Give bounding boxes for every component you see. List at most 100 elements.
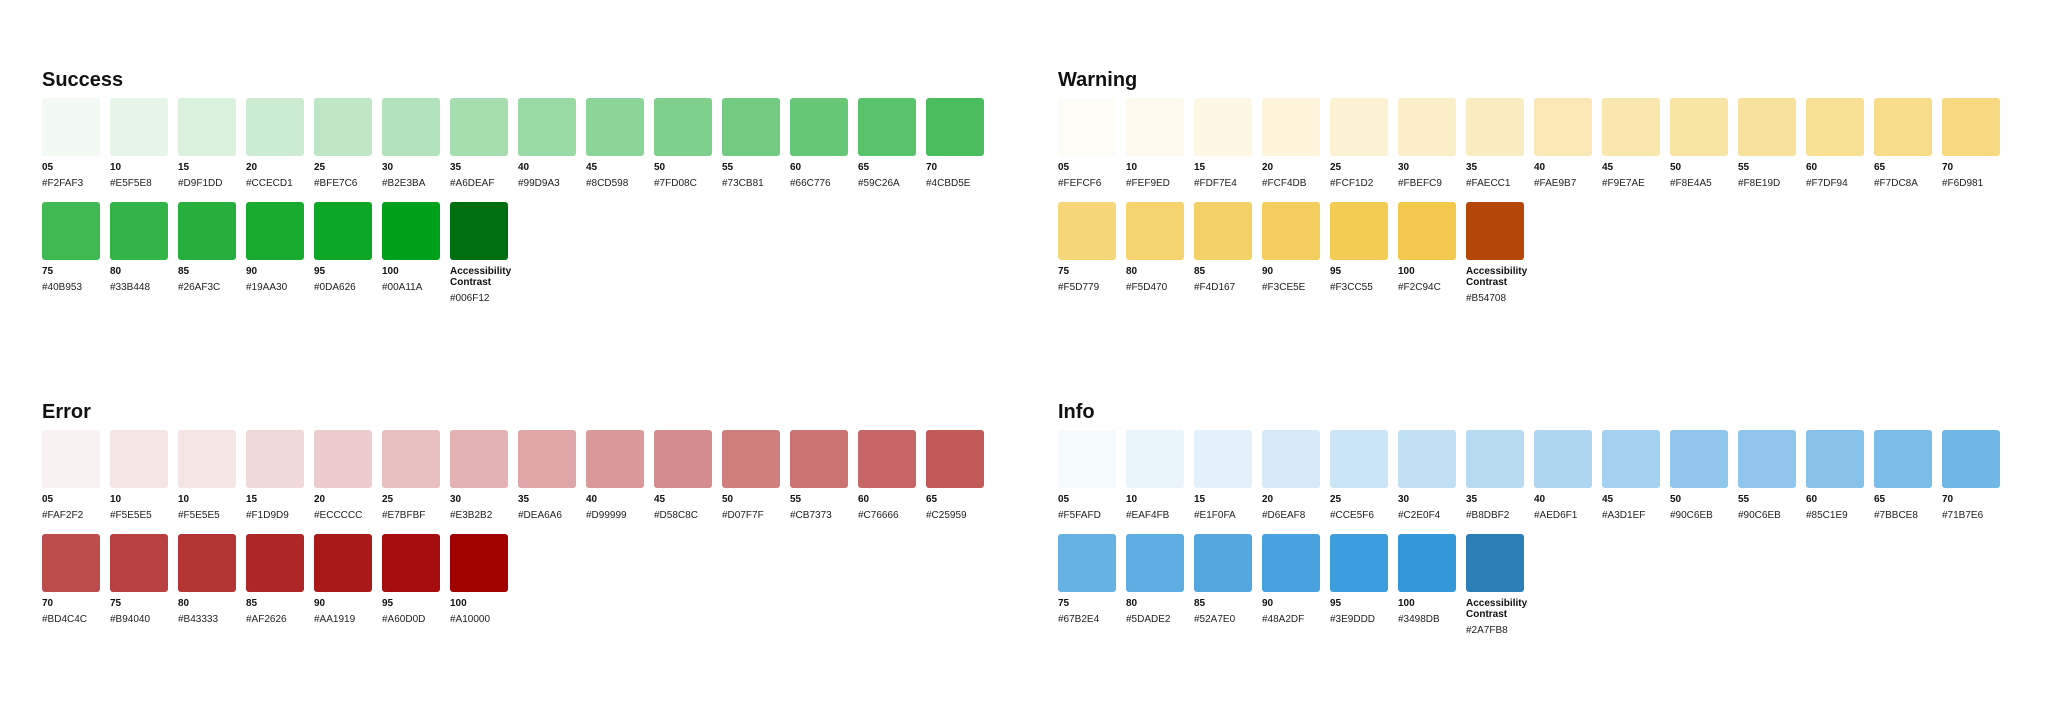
- swatch-step-label: Accessibility Contrast: [1466, 266, 1528, 288]
- color-swatch: 95 #A60D0D: [382, 534, 440, 626]
- swatch-hex-value: #AED6F1: [1534, 510, 1578, 521]
- color-swatch: 75 #B94040: [110, 534, 168, 626]
- color-swatch: 65 #F7DC8A: [1874, 98, 1932, 190]
- swatch-step-label: 100: [1398, 598, 1415, 609]
- swatch-step-label: Accessibility Contrast: [1466, 598, 1528, 620]
- swatch-hex-value: #FDF7E4: [1194, 178, 1237, 189]
- swatch-hex-value: #D58C8C: [654, 510, 698, 521]
- swatch-hex-value: #B54708: [1466, 293, 1507, 304]
- palette-info: Info 05 #F5FAFD 10 #EAF4FB 15 #E1F0FA 20 #D6EAF…: [1058, 400, 2028, 649]
- swatch-hex-value: #59C26A: [858, 178, 900, 189]
- color-swatch: 20 #ECCCCC: [314, 430, 372, 522]
- swatch-hex-value: #C76666: [858, 510, 899, 521]
- swatch-step-label: 85: [246, 598, 258, 609]
- color-chip: [1398, 534, 1456, 592]
- swatch-step-label: 95: [1330, 266, 1342, 277]
- swatch-hex-value: #AF2626: [246, 614, 287, 625]
- swatch-step-label: 75: [1058, 598, 1070, 609]
- swatch-hex-value: #3E9DDD: [1330, 614, 1376, 625]
- color-swatch: 35 #FAECC1: [1466, 98, 1524, 190]
- swatch-hex-value: #E1F0FA: [1194, 510, 1236, 521]
- swatch-step-label: 40: [1534, 162, 1546, 173]
- swatch-hex-value: #FBEFC9: [1398, 178, 1442, 189]
- color-chip: [450, 98, 508, 156]
- color-chip: [450, 430, 508, 488]
- color-swatch: 20 #D6EAF8: [1262, 430, 1320, 522]
- swatch-hex-value: #CB7373: [790, 510, 832, 521]
- swatch-step-label: 35: [450, 162, 462, 173]
- swatch-hex-value: #F6D981: [1942, 178, 1984, 189]
- swatch-step-label: 15: [1194, 162, 1206, 173]
- swatch-step-label: 35: [518, 494, 530, 505]
- swatch-hex-value: #F5D470: [1126, 282, 1168, 293]
- color-swatch: 05 #FAF2F2: [42, 430, 100, 522]
- swatch-step-label: 75: [1058, 266, 1070, 277]
- swatch-step-label: 65: [1874, 162, 1886, 173]
- color-chip: [1602, 98, 1660, 156]
- swatch-step-label: 10: [1126, 162, 1138, 173]
- color-swatch: 90 #F3CE5E: [1262, 202, 1320, 305]
- color-swatch: 55 #CB7373: [790, 430, 848, 522]
- color-swatch: Accessibility Contrast #2A7FB8: [1466, 534, 1528, 637]
- swatch-hex-value: #FAECC1: [1466, 178, 1511, 189]
- color-chip: [110, 430, 168, 488]
- color-swatch: 20 #CCECD1: [246, 98, 304, 190]
- color-swatch: 25 #BFE7C6: [314, 98, 372, 190]
- swatch-step-label: 75: [110, 598, 122, 609]
- swatch-hex-value: #F8E4A5: [1670, 178, 1712, 189]
- color-swatch: 95 #3E9DDD: [1330, 534, 1388, 637]
- swatch-hex-value: #E3B2B2: [450, 510, 493, 521]
- swatch-step-label: 10: [1126, 494, 1138, 505]
- palette-title: Success: [42, 69, 124, 91]
- color-swatch: 100 #A10000: [450, 534, 508, 626]
- swatch-hex-value: #CCE5F6: [1330, 510, 1374, 521]
- color-chip: [1738, 430, 1796, 488]
- swatch-step-label: 05: [42, 494, 54, 505]
- palette-title: Info: [1058, 401, 1095, 423]
- swatch-step-label: 05: [42, 162, 54, 173]
- color-chip: [246, 202, 304, 260]
- color-chip: [178, 202, 236, 260]
- swatch-hex-value: #F2FAF3: [42, 178, 84, 189]
- color-swatch: 25 #E7BFBF: [382, 430, 440, 522]
- swatch-step-label: 45: [586, 162, 598, 173]
- swatch-hex-value: #B2E3BA: [382, 178, 426, 189]
- swatch-hex-value: #FEF9ED: [1126, 178, 1170, 189]
- swatch-hex-value: #19AA30: [246, 282, 288, 293]
- swatch-step-label: 65: [858, 162, 870, 173]
- color-chip: [1534, 430, 1592, 488]
- color-chip: [926, 98, 984, 156]
- color-chip: [42, 98, 100, 156]
- swatch-hex-value: #D9F1DD: [178, 178, 223, 189]
- swatch-hex-value: #C2E0F4: [1398, 510, 1441, 521]
- color-chip: [1330, 202, 1388, 260]
- palette-warning: Warning 05 #FEFCF6 10 #FEF9ED 15 #FDF7E4 20 #FC…: [1058, 68, 2028, 317]
- swatch-step-label: 90: [314, 598, 326, 609]
- color-chip: [1262, 98, 1320, 156]
- swatch-hex-value: #FCF1D2: [1330, 178, 1374, 189]
- color-chip: [1262, 430, 1320, 488]
- color-swatch: 85 #F4D167: [1194, 202, 1252, 305]
- color-chip: [110, 98, 168, 156]
- swatch-hex-value: #BFE7C6: [314, 178, 358, 189]
- color-swatch: 35 #A6DEAF: [450, 98, 508, 190]
- color-swatch: 90 #19AA30: [246, 202, 304, 305]
- color-swatch: 40 #D99999: [586, 430, 644, 522]
- swatch-step-label: 20: [246, 162, 258, 173]
- swatch-hex-value: #48A2DF: [1262, 614, 1305, 625]
- color-chip: [450, 202, 508, 260]
- color-chip: [858, 430, 916, 488]
- swatch-hex-value: #40B953: [42, 282, 83, 293]
- swatch-grid: 05 #F2FAF3 10 #E5F5E8 15 #D9F1DD 20 #CCECD1 25 #B…: [42, 98, 1012, 317]
- color-chip: [382, 430, 440, 488]
- color-swatch: 55 #73CB81: [722, 98, 780, 190]
- color-chip: [382, 534, 440, 592]
- swatch-step-label: 15: [246, 494, 258, 505]
- color-swatch: 60 #C76666: [858, 430, 916, 522]
- swatch-hex-value: #F5D779: [1058, 282, 1100, 293]
- swatch-hex-value: #67B2E4: [1058, 614, 1100, 625]
- swatch-grid: 05 #F5FAFD 10 #EAF4FB 15 #E1F0FA 20 #D6EAF8 25 #C…: [1058, 430, 2028, 649]
- color-chip: [42, 534, 100, 592]
- color-swatch: 75 #40B953: [42, 202, 100, 305]
- color-swatch: Accessibility Contrast #006F12: [450, 202, 511, 305]
